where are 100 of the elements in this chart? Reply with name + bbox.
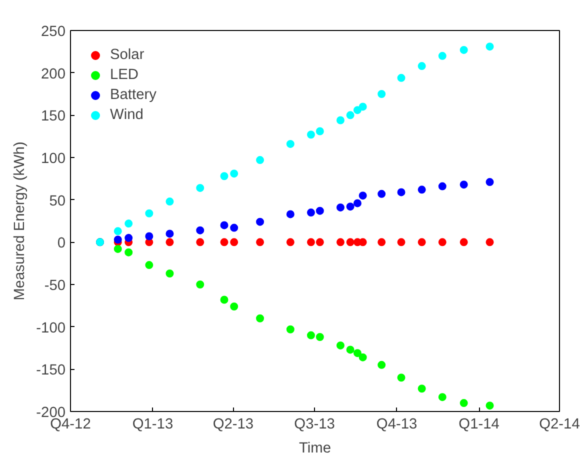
point xyxy=(378,190,386,198)
y-tick-label: 250 xyxy=(41,24,66,40)
point xyxy=(286,210,294,218)
y-tick-label: -100 xyxy=(36,320,66,336)
point xyxy=(316,206,324,215)
point xyxy=(220,296,228,304)
x-axis-title: Time xyxy=(298,440,332,456)
point xyxy=(166,238,174,246)
point xyxy=(114,236,122,244)
point xyxy=(124,234,133,242)
point xyxy=(378,90,386,98)
point xyxy=(230,224,238,232)
x-tick-label: Q3-13 xyxy=(294,416,335,432)
point xyxy=(145,209,154,218)
legend-label: Solar xyxy=(110,47,144,63)
x-tick-label: Q2-13 xyxy=(212,416,254,432)
point xyxy=(220,172,228,180)
point xyxy=(306,208,315,217)
point xyxy=(358,192,367,200)
point xyxy=(353,349,362,358)
point xyxy=(353,199,362,208)
point xyxy=(306,130,315,139)
point xyxy=(196,238,204,246)
point xyxy=(336,203,344,212)
point xyxy=(346,202,354,211)
point xyxy=(124,248,133,256)
y-tick-label: 0 xyxy=(57,236,66,252)
point xyxy=(378,360,386,369)
point xyxy=(145,261,154,270)
point xyxy=(460,46,468,54)
point xyxy=(353,106,362,114)
legend-label: Wind xyxy=(110,107,144,123)
point xyxy=(220,238,228,246)
point xyxy=(460,238,468,246)
point xyxy=(397,74,406,82)
x-tick-label: Q2-14 xyxy=(539,416,580,432)
point xyxy=(230,238,238,246)
point xyxy=(486,402,494,410)
point xyxy=(346,111,354,120)
point xyxy=(486,178,494,186)
x-tick-label: Q1-14 xyxy=(458,416,500,432)
legend-label: LED xyxy=(110,67,139,83)
point xyxy=(256,238,264,246)
point xyxy=(166,198,174,206)
y-tick-label: -50 xyxy=(44,278,66,294)
point xyxy=(397,374,406,382)
point xyxy=(286,325,294,334)
point xyxy=(306,238,315,246)
point xyxy=(418,62,426,70)
point xyxy=(486,42,494,51)
point xyxy=(316,127,324,136)
point xyxy=(358,353,367,362)
point xyxy=(166,230,174,238)
point xyxy=(114,227,122,236)
point xyxy=(196,184,204,192)
x-tick-label: Q1-13 xyxy=(132,416,174,432)
point xyxy=(336,238,344,246)
point xyxy=(418,238,426,246)
point xyxy=(346,238,354,246)
point xyxy=(166,270,174,278)
point xyxy=(438,238,446,246)
y-tick-label: 200 xyxy=(41,66,66,82)
point xyxy=(316,238,324,246)
point xyxy=(418,186,426,194)
point xyxy=(256,218,264,226)
point xyxy=(286,238,294,246)
point xyxy=(460,180,468,189)
point xyxy=(418,384,426,393)
point xyxy=(336,341,344,350)
point xyxy=(438,393,446,402)
point xyxy=(230,170,238,178)
point xyxy=(145,232,154,240)
y-tick-label: 100 xyxy=(41,151,66,167)
x-tick-label: Q4-13 xyxy=(376,416,418,432)
point xyxy=(397,238,406,246)
point xyxy=(438,52,446,60)
point xyxy=(486,238,494,246)
point xyxy=(286,140,294,148)
point xyxy=(316,333,324,341)
point xyxy=(256,314,264,322)
y-tick-label: 150 xyxy=(41,108,66,125)
point xyxy=(230,302,238,311)
point xyxy=(460,399,468,408)
point xyxy=(358,102,367,111)
point xyxy=(306,331,315,340)
point xyxy=(220,221,228,230)
point xyxy=(256,156,264,164)
point xyxy=(124,220,133,228)
point xyxy=(196,280,204,288)
y-axis-title: Measured Energy (kWh) xyxy=(12,142,28,300)
point xyxy=(114,244,122,253)
y-tick-label: 50 xyxy=(49,193,66,210)
point xyxy=(336,116,344,124)
point xyxy=(196,226,204,234)
point xyxy=(346,346,354,354)
y-tick-label: -150 xyxy=(36,362,66,379)
legend-label: Battery xyxy=(110,87,156,103)
point xyxy=(378,238,386,246)
point xyxy=(438,182,446,190)
point xyxy=(397,188,406,196)
